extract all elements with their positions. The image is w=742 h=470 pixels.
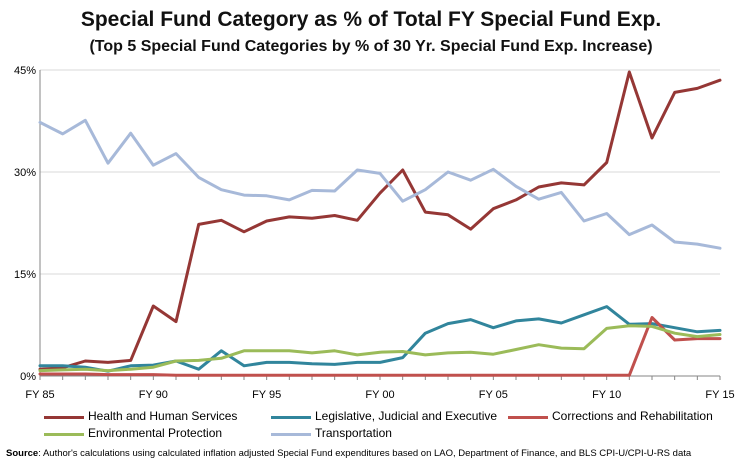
- x-tick-label: FY 85: [25, 389, 54, 401]
- series-line-3: [38, 316, 722, 377]
- y-tick-label: 30%: [14, 167, 36, 179]
- y-tick-label: 45%: [14, 65, 36, 77]
- chart-subtitle: (Top 5 Special Fund Categories by % of 3…: [89, 38, 653, 55]
- x-tick-label: FY 95: [252, 389, 281, 401]
- series-line-1: [38, 70, 722, 371]
- source-text: : Author's calculations using calculated…: [38, 448, 692, 459]
- x-tick-label: FY 05: [479, 389, 508, 401]
- source-label: Source: [6, 448, 39, 459]
- series-line-5: [38, 118, 722, 250]
- x-tick-label: FY 15: [705, 389, 734, 401]
- series-line-2: [38, 305, 722, 373]
- x-tick-label: FY 00: [365, 389, 394, 401]
- source-note: Source: Author's calculations using calc…: [6, 448, 691, 459]
- chart-title: Special Fund Category as % of Total FY S…: [80, 8, 662, 31]
- x-tick-label: FY 90: [139, 389, 168, 401]
- y-tick-label: 0%: [20, 371, 36, 383]
- y-tick-label: 15%: [14, 269, 36, 281]
- series-line-4: [38, 324, 722, 373]
- x-tick-label: FY 10: [592, 389, 621, 401]
